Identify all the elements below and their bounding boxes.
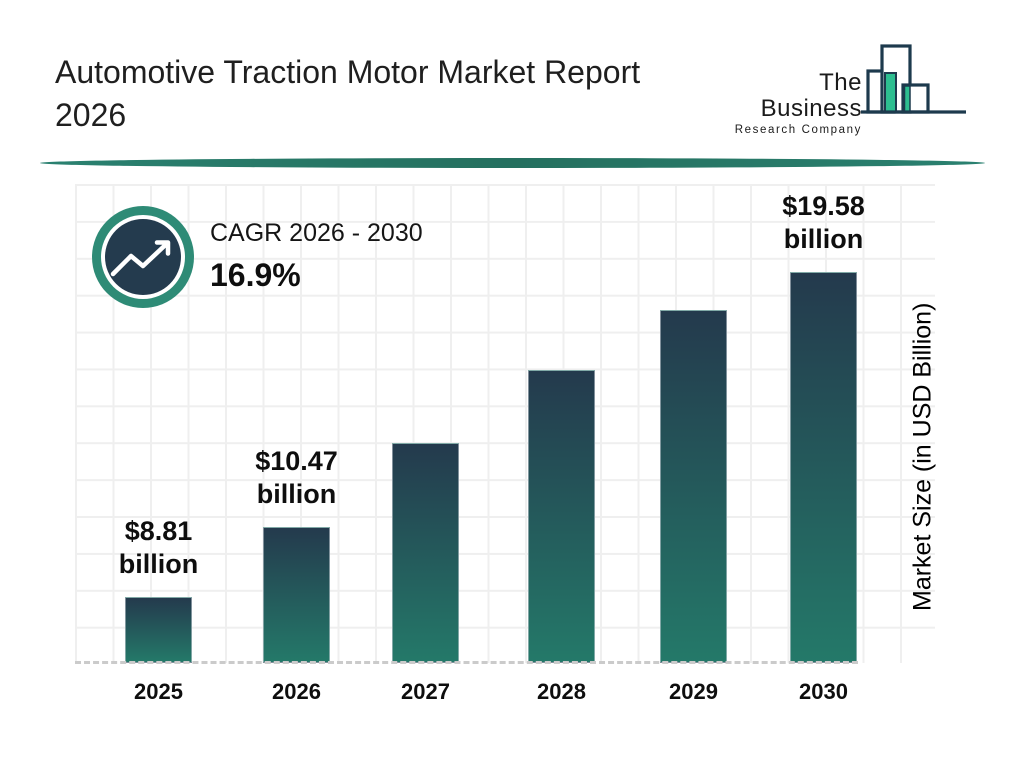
bar-value-label-2025: $8.81 billion: [118, 516, 199, 579]
badge-face: [105, 219, 181, 295]
page-title: Automotive Traction Motor Market Report …: [55, 51, 640, 137]
page-title-line2: 2026: [55, 97, 127, 133]
y-axis-title: Market Size (in USD Billion): [908, 302, 937, 612]
x-axis-label-2025: 2025: [134, 679, 183, 704]
bar-2027: [392, 443, 459, 663]
cagr-trend-badge: [92, 206, 194, 308]
logo-name: The Business: [760, 69, 862, 122]
logo-subname: Research Company: [734, 124, 862, 136]
logo-bar-chart-icon: [861, 44, 966, 114]
x-axis-label-2027: 2027: [401, 679, 450, 704]
bar-2028: [528, 370, 595, 663]
accent-divider: [40, 158, 985, 168]
cagr-value: 16.9%: [210, 257, 301, 293]
x-axis-label-2029: 2029: [669, 679, 718, 704]
trending-up-icon: [110, 240, 171, 277]
bar-2026: [263, 527, 330, 663]
bar-2029: [660, 310, 727, 663]
bar-value-label-2026: $10.47 billion: [255, 446, 338, 509]
cagr-label: CAGR 2026 - 2030: [210, 219, 423, 247]
x-axis-label-2030: 2030: [799, 679, 848, 704]
x-axis-baseline: [75, 661, 858, 664]
bar-value-label-2030: $19.58 billion: [782, 191, 865, 254]
bar-chart: $8.81 billion $10.47 billion $19.58 billio…: [0, 184, 1024, 663]
company-logo: The Business Research Company: [728, 40, 968, 136]
company-logo-text: The Business Research Company: [728, 70, 862, 137]
x-axis-labels: 2025 2026 2027 2028 2029 2030: [0, 679, 1024, 711]
page-title-line1: Automotive Traction Motor Market Report: [55, 54, 641, 90]
x-axis-label-2026: 2026: [272, 679, 321, 704]
bar-2030: [790, 272, 857, 663]
bar-2025: [125, 597, 192, 663]
x-axis-label-2028: 2028: [537, 679, 586, 704]
